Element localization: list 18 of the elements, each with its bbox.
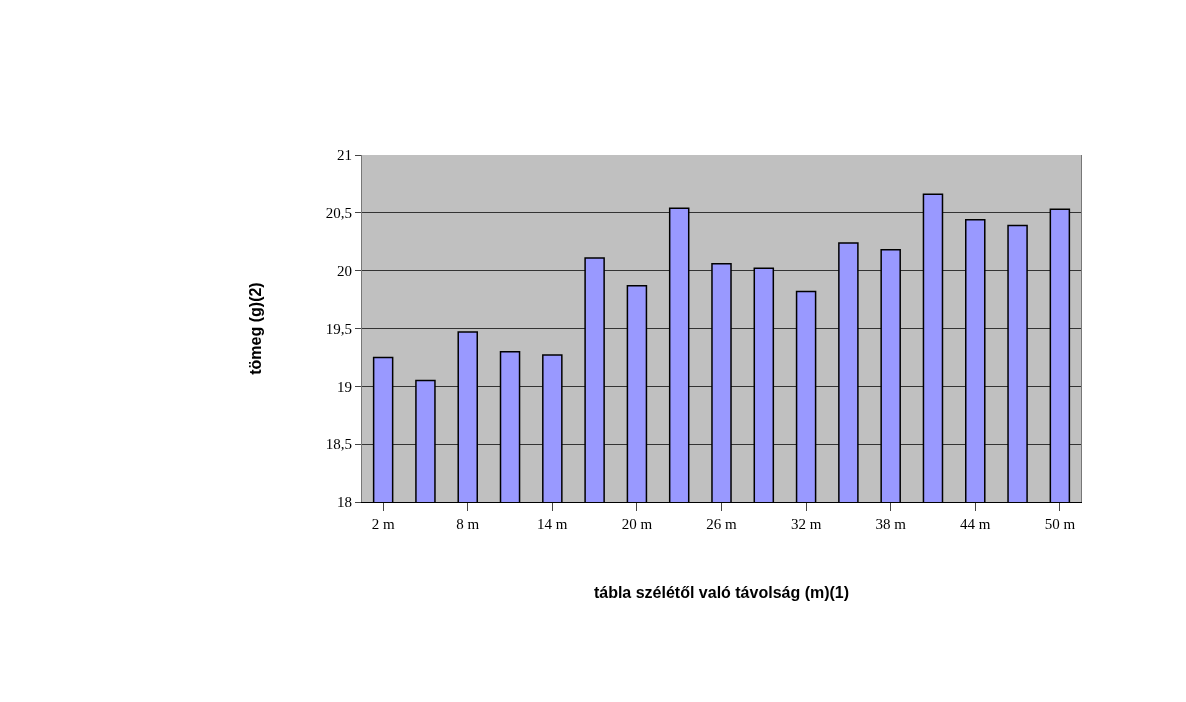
y-tick-label: 20 xyxy=(337,262,352,279)
y-tick-label: 21 xyxy=(337,147,352,164)
x-tick-label: 38 m xyxy=(875,516,907,532)
x-tick-label: 2 m xyxy=(371,516,395,532)
x-axis-title: tábla szélétől való távolság (m)(1) xyxy=(593,583,850,601)
x-tick-label: 32 m xyxy=(790,516,822,532)
y-tick-label: 18,5 xyxy=(325,436,352,453)
y-tick-label: 19 xyxy=(337,378,352,395)
x-tick-label: 50 m xyxy=(1044,516,1076,532)
y-tick-label: 19,5 xyxy=(325,320,352,337)
y-tick-label: 20,5 xyxy=(325,205,352,222)
x-tick-label: 44 m xyxy=(960,516,991,532)
y-tick-label: 18 xyxy=(337,494,352,511)
y-axis-title: tömeg (g)(2) xyxy=(246,282,264,375)
x-tick-label: 20 m xyxy=(621,516,653,532)
x-tick-label: 26 m xyxy=(706,516,738,532)
x-tick-label: 8 m xyxy=(456,516,480,532)
x-tick-label: 14 m xyxy=(537,516,568,532)
